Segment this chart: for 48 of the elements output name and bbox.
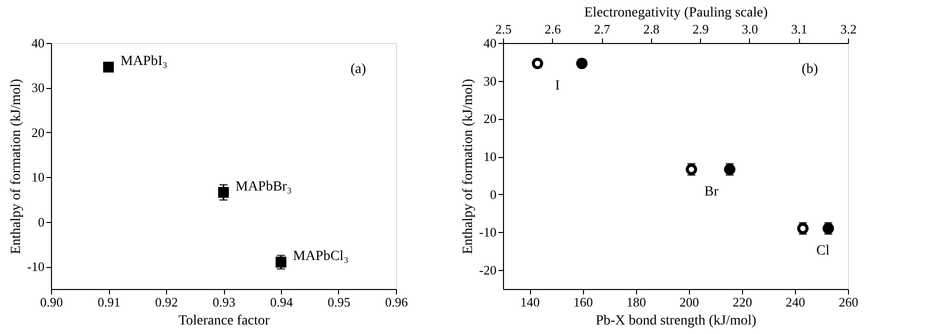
x2-tick-label: 3.1 (791, 22, 808, 36)
y-tick-label: 40 (484, 36, 496, 50)
y-tick-label: -10 (27, 259, 44, 274)
y-axis-title: Enthalpy of formation (kJ/mol) (461, 78, 476, 254)
x-tick-label: 0.94 (270, 294, 294, 310)
y-tick-label: 10 (484, 149, 496, 164)
x2-tick-label: 2.8 (643, 22, 660, 36)
x-tick-label: 160 (573, 294, 593, 310)
annotation: (a) (350, 62, 366, 77)
y-tick-label: 20 (32, 124, 44, 140)
y-tick-label: 30 (32, 80, 44, 96)
x2-tick-label: 3.0 (742, 22, 758, 36)
y-tick-label: 30 (484, 73, 496, 88)
x-axis-title: Pb-X bond strength (kJ/mol) (596, 314, 757, 328)
annotation: (b) (802, 62, 818, 77)
annotation: I (555, 78, 560, 94)
x-tick-label: 0.90 (40, 294, 63, 310)
x2-tick-label: 2.7 (594, 22, 611, 36)
x-tick-label: 140 (520, 294, 540, 310)
y-axis-title: Enthalpy of formation (kJ/mol) (9, 78, 24, 254)
y-tick-label: 0 (490, 186, 496, 202)
x2-tick-label: 2.9 (692, 22, 709, 36)
annotation: MAPbBr₃ (236, 179, 292, 194)
x-tick-label: 180 (626, 294, 646, 310)
x-tick-label: 0.95 (328, 294, 350, 310)
x-tick-label: 220 (732, 294, 752, 310)
x-tick-label: 0.92 (155, 294, 178, 310)
y-tick-label: 20 (484, 111, 496, 126)
x-tick-label: 0.91 (98, 294, 120, 310)
y-tick-label: 40 (32, 36, 44, 50)
y-tick-label: -20 (479, 262, 496, 278)
x-tick-label: 0.93 (212, 294, 236, 310)
x-tick-label: 0.96 (385, 294, 408, 310)
x2-axis-title: Electronegativity (Pauling scale) (584, 6, 768, 20)
x2-tick-label: 2.6 (544, 22, 562, 36)
y-tick-label: -10 (479, 224, 496, 240)
annotation: Br (704, 184, 719, 200)
x-tick-label: 200 (680, 294, 700, 310)
annotation: MAPbI₃ (120, 54, 168, 70)
x2-tick-label: 3.2 (840, 22, 857, 36)
x-axis-title: Tolerance factor (178, 314, 270, 328)
annotation: MAPbCl₃ (293, 249, 349, 264)
y-tick-label: 10 (32, 170, 44, 185)
annotation: Cl (816, 243, 830, 258)
x-tick-label: 260 (838, 294, 858, 310)
x2-tick-label: 2.5 (495, 22, 512, 36)
y-tick-label: 0 (38, 214, 44, 230)
x-tick-label: 240 (786, 294, 806, 310)
